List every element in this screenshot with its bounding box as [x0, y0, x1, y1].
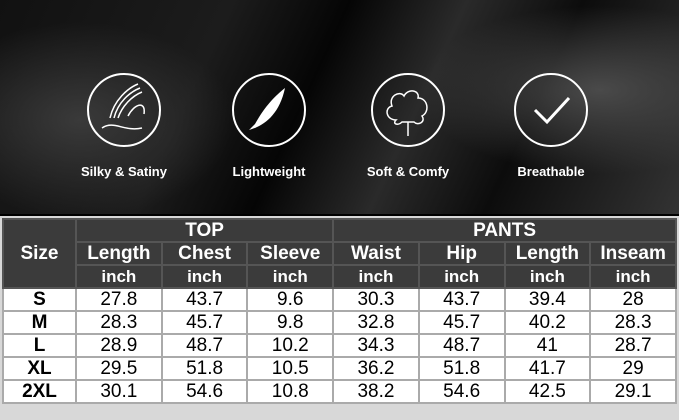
- value-cell: 48.7: [160, 333, 249, 358]
- size-cell: 2XL: [2, 379, 77, 404]
- value-cell: 51.8: [160, 356, 249, 381]
- value-cell: 41: [503, 333, 592, 358]
- group-pants: PANTS: [332, 218, 677, 243]
- column-header: Length: [75, 241, 163, 266]
- table-row: L 28.9 48.7 10.2 34.3 48.7 41 28.7: [2, 333, 677, 358]
- silk-hand-icon: [87, 73, 161, 147]
- value-cell: 28.3: [75, 310, 163, 335]
- value-cell: 48.7: [417, 333, 506, 358]
- value-cell: 38.2: [332, 379, 420, 404]
- value-cell: 41.7: [503, 356, 592, 381]
- size-header: Size: [2, 218, 77, 289]
- size-cell: S: [2, 287, 77, 312]
- table-row: XL 29.5 51.8 10.5 36.2 51.8 41.7 29: [2, 356, 677, 381]
- feature-label: Breathable: [517, 164, 585, 179]
- unit-label: inch: [332, 264, 420, 289]
- value-cell: 10.2: [246, 333, 335, 358]
- column-header: Hip: [417, 241, 506, 266]
- value-cell: 29.5: [75, 356, 163, 381]
- value-cell: 43.7: [417, 287, 506, 312]
- value-cell: 27.8: [75, 287, 163, 312]
- feature-breathable: Breathable: [491, 70, 611, 179]
- value-cell: 40.2: [503, 310, 592, 335]
- size-table: Size TOP PANTS Length Chest Sleeve Waist Hip…: [2, 218, 677, 404]
- size-cell: XL: [2, 356, 77, 381]
- column-header: Chest: [160, 241, 249, 266]
- unit-label: inch: [589, 264, 677, 289]
- value-cell: 28.3: [589, 310, 677, 335]
- value-cell: 34.3: [332, 333, 420, 358]
- unit-label: inch: [160, 264, 249, 289]
- unit-label: inch: [417, 264, 506, 289]
- value-cell: 54.6: [160, 379, 249, 404]
- group-top: TOP: [74, 218, 335, 243]
- value-cell: 30.1: [75, 379, 163, 404]
- feature-label: Silky & Satiny: [81, 164, 167, 179]
- value-cell: 9.6: [246, 287, 335, 312]
- column-header: Sleeve: [246, 241, 335, 266]
- value-cell: 10.8: [246, 379, 335, 404]
- value-cell: 45.7: [160, 310, 249, 335]
- unit-label: inch: [246, 264, 335, 289]
- value-cell: 29: [589, 356, 677, 381]
- checkmark-icon: [514, 73, 588, 147]
- value-cell: 39.4: [503, 287, 592, 312]
- value-cell: 32.8: [332, 310, 420, 335]
- feature-lightweight: Lightweight: [209, 70, 329, 179]
- table-row: S 27.8 43.7 9.6 30.3 43.7 39.4 28: [2, 287, 677, 312]
- column-header: Waist: [332, 241, 420, 266]
- value-cell: 29.1: [589, 379, 677, 404]
- cotton-flower-icon: [371, 73, 445, 147]
- column-header: Length: [503, 241, 592, 266]
- value-cell: 43.7: [160, 287, 249, 312]
- column-header: Inseam: [589, 241, 677, 266]
- feature-label: Soft & Comfy: [366, 164, 450, 179]
- size-cell: M: [2, 310, 77, 335]
- value-cell: 28.7: [589, 333, 677, 358]
- table-row: 2XL 30.1 54.6 10.8 38.2 54.6 42.5 29.1: [2, 379, 677, 404]
- value-cell: 28.9: [75, 333, 163, 358]
- value-cell: 10.5: [246, 356, 335, 381]
- value-cell: 30.3: [332, 287, 420, 312]
- feature-soft: Soft & Comfy: [348, 70, 468, 179]
- value-cell: 9.8: [246, 310, 335, 335]
- size-cell: L: [2, 333, 77, 358]
- feather-icon: [232, 73, 306, 147]
- value-cell: 45.7: [417, 310, 506, 335]
- value-cell: 42.5: [503, 379, 592, 404]
- unit-label: inch: [503, 264, 592, 289]
- size-chart: Size TOP PANTS Length Chest Sleeve Waist Hip…: [0, 216, 679, 420]
- value-cell: 36.2: [332, 356, 420, 381]
- feature-label: Lightweight: [232, 164, 306, 179]
- value-cell: 28: [589, 287, 677, 312]
- value-cell: 51.8: [417, 356, 506, 381]
- unit-label: inch: [75, 264, 163, 289]
- table-row: M 28.3 45.7 9.8 32.8 45.7 40.2 28.3: [2, 310, 677, 335]
- value-cell: 54.6: [417, 379, 506, 404]
- feature-silky: Silky & Satiny: [64, 70, 184, 179]
